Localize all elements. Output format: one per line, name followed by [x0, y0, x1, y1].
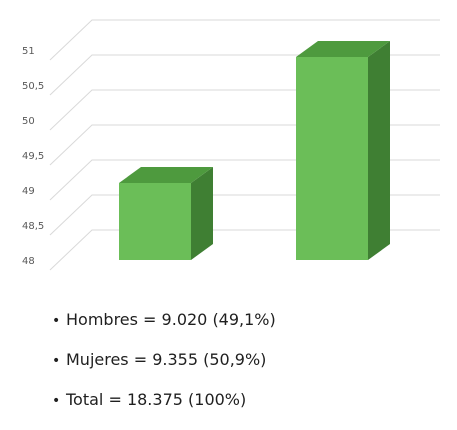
- bars: [119, 41, 390, 260]
- bar-hombres-side: [191, 167, 213, 260]
- summary-list: • Hombres = 9.020 (49,1%) • Mujeres = 9.…: [52, 310, 276, 430]
- summary-item-mujeres: • Mujeres = 9.355 (50,9%): [52, 350, 276, 390]
- y-tick-label: 48,5: [22, 221, 44, 232]
- y-tick-label: 48: [22, 256, 35, 267]
- y-tick-label: 50: [22, 116, 35, 127]
- summary-text: Mujeres = 9.355 (50,9%): [66, 350, 267, 369]
- y-tick-label: 51: [22, 46, 35, 57]
- bullet-icon: •: [52, 353, 61, 369]
- gridline: [49, 19, 440, 61]
- bar-mujeres-front: [296, 57, 368, 260]
- summary-text: Hombres = 9.020 (49,1%): [66, 310, 276, 329]
- y-tick-label: 49: [22, 186, 35, 197]
- bar-mujeres-top: [296, 41, 390, 57]
- y-axis-ticks: 48 48,5 49 49,5 50 50,5 51: [22, 46, 44, 267]
- bar-hombres-front: [119, 183, 191, 260]
- summary-text: Total = 18.375 (100%): [66, 390, 247, 409]
- bar-mujeres-side: [368, 41, 390, 260]
- bar-chart: 48 48,5 49 49,5 50 50,5 51: [22, 19, 440, 271]
- bullet-icon: •: [52, 313, 61, 329]
- summary-item-total: • Total = 18.375 (100%): [52, 390, 276, 430]
- bullet-icon: •: [52, 393, 61, 409]
- y-tick-label: 49,5: [22, 151, 44, 162]
- y-tick-label: 50,5: [22, 81, 44, 92]
- summary-item-hombres: • Hombres = 9.020 (49,1%): [52, 310, 276, 350]
- gridlines: [49, 19, 440, 271]
- bar-hombres-top: [119, 167, 213, 183]
